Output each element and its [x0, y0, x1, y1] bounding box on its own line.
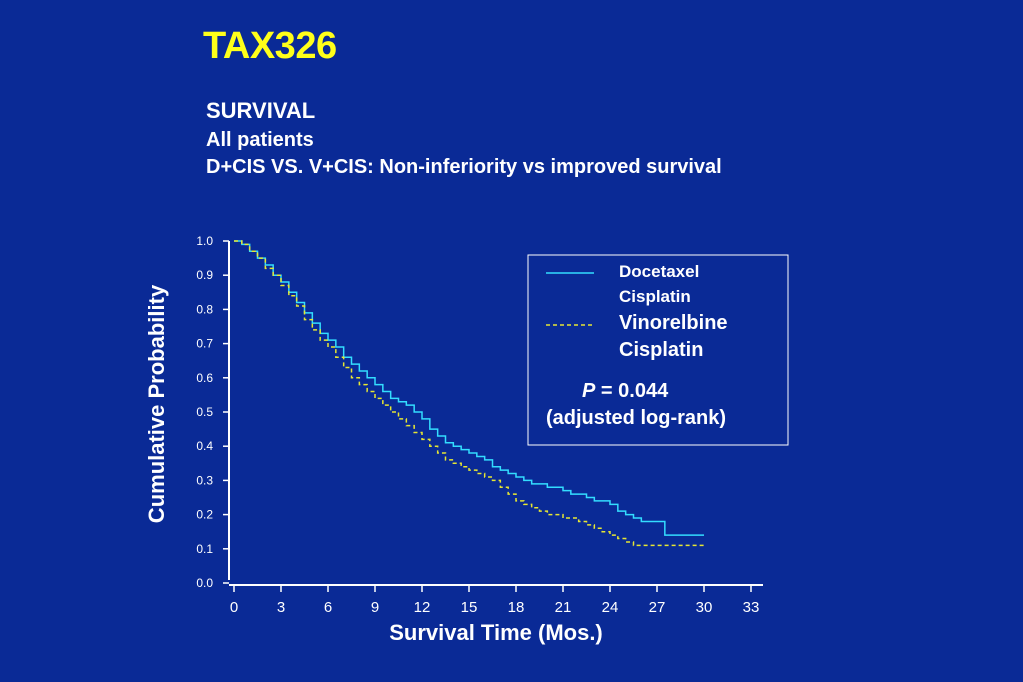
y-tick-label: 0.9 [196, 268, 213, 282]
legend-label-docetaxel-cisplatin: Cisplatin [619, 287, 691, 306]
x-axis-label: Survival Time (Mos.) [389, 620, 603, 645]
legend-label-docetaxel: Docetaxel [619, 262, 699, 281]
y-tick-label: 1.0 [196, 234, 213, 248]
legend-box [527, 254, 789, 446]
series-line-vinorelbine [234, 240, 704, 547]
x-tick-label: 30 [696, 599, 713, 616]
x-tick-label: 21 [555, 599, 572, 616]
x-tick-label: 33 [743, 599, 760, 616]
y-tick-label: 0.0 [196, 576, 213, 590]
x-tick-label: 3 [277, 599, 285, 616]
x-tick-label: 0 [230, 599, 238, 616]
y-tick-label: 0.7 [196, 337, 213, 351]
p-value-annotation: P = 0.044 [582, 380, 669, 402]
chart-axes: 0.0 0.1 0.2 0.3 0.4 0.5 0.6 0.7 0.8 0.9 1.0 0 3 6 9 12 1… [196, 234, 763, 616]
x-tick-label: 18 [508, 599, 525, 616]
y-axis-label: Cumulative Probability [144, 284, 169, 523]
x-tick-label: 24 [602, 599, 619, 616]
x-tick-label: 15 [461, 599, 478, 616]
y-tick-label: 0.4 [196, 439, 213, 453]
y-tick-label: 0.5 [196, 405, 213, 419]
x-tick-label: 27 [649, 599, 666, 616]
y-tick-label: 0.3 [196, 473, 213, 487]
legend-label-vinorelbine: Vinorelbine [619, 312, 728, 334]
series-line-docetaxel [234, 240, 704, 536]
p-symbol: P [582, 380, 596, 402]
subtitle-survival: SURVIVAL [206, 98, 316, 123]
chart-series-layer [234, 240, 704, 547]
y-tick-label: 0.8 [196, 302, 213, 316]
legend-label-vinorelbine-cisplatin: Cisplatin [619, 339, 703, 361]
x-tick-label: 6 [324, 599, 332, 616]
p-value: = 0.044 [595, 380, 669, 402]
y-tick-label: 0.1 [196, 542, 213, 556]
y-tick-label: 0.6 [196, 371, 213, 385]
page-title: TAX326 [203, 25, 337, 67]
subtitle-comparison: D+CIS VS. V+CIS: Non-inferiority vs impr… [206, 156, 722, 178]
x-tick-label: 9 [371, 599, 379, 616]
subtitle-population: All patients [206, 129, 314, 151]
chart-legend: Docetaxel Cisplatin Vinorelbine Cisplati… [527, 254, 789, 446]
y-tick-label: 0.2 [196, 508, 213, 522]
test-method-annotation: (adjusted log-rank) [546, 407, 726, 429]
x-tick-label: 12 [414, 599, 431, 616]
